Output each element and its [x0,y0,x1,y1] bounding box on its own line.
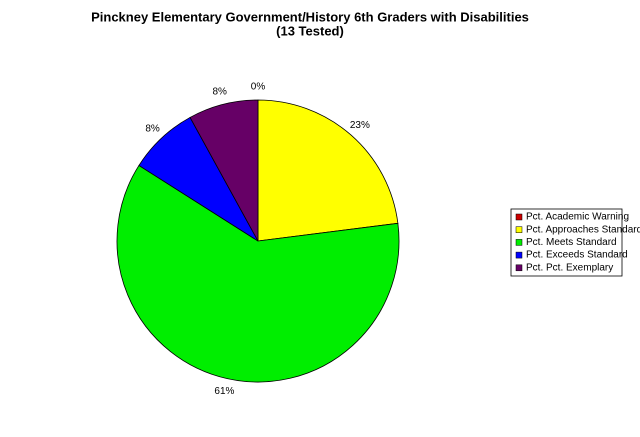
pie-slice [257,99,399,242]
legend-box [510,208,623,277]
legend-label: Pct. Academic Warning [526,212,629,223]
legend-swatch [515,226,523,233]
pie-slice [189,99,259,242]
data-label: 8% [145,123,160,134]
data-label: 61% [214,386,234,397]
legend-swatch [515,251,523,259]
legend-label: Pct. Approaches Standard [526,224,640,235]
data-label: 0% [251,82,266,93]
legend-label: Pct. Exceeds Standard [526,250,628,261]
legend-label: Pct. Pct. Exemplary [526,262,613,273]
chart-title: Pinckney Elementary Government/History 6… [91,9,529,24]
data-label: 8% [212,86,227,97]
legend-swatch [515,264,523,272]
data-label: 23% [350,120,370,131]
chart-subtitle: (13 Tested) [276,23,344,38]
legend-label: Pct. Meets Standard [526,237,617,248]
legend-swatch [515,239,523,246]
legend-swatch [515,213,523,221]
pie-slice [116,164,400,383]
